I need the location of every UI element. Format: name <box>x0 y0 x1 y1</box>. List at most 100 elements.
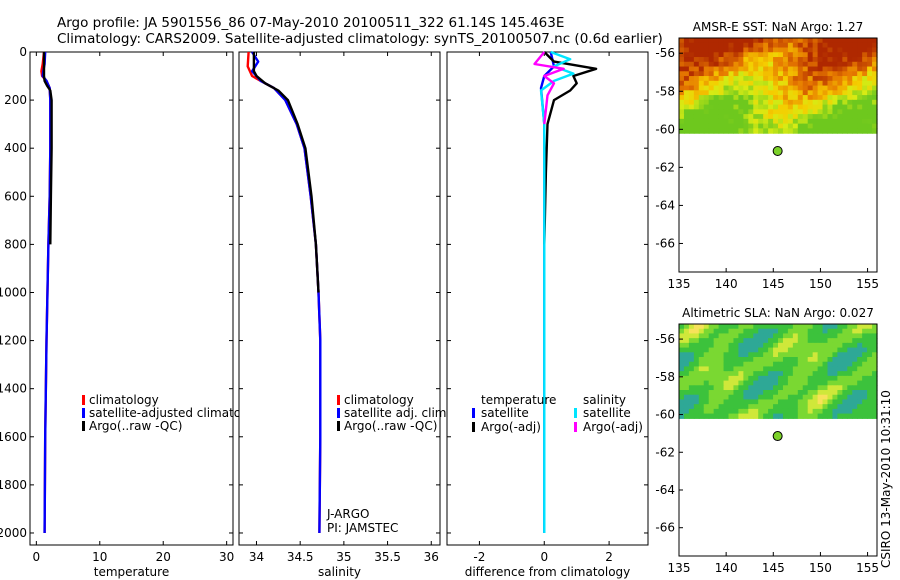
map-cell <box>763 399 769 405</box>
map-cell <box>748 104 754 110</box>
map-cell <box>778 390 784 396</box>
map-cell <box>738 66 744 72</box>
map-cell <box>733 399 739 405</box>
map-cell <box>743 366 749 372</box>
map-cell <box>778 61 784 68</box>
map-cell <box>713 366 720 372</box>
legend-swatch <box>472 408 475 418</box>
map-cell <box>738 347 744 353</box>
map-cell <box>847 114 853 120</box>
map-cell <box>733 47 739 53</box>
map-cell <box>683 80 690 87</box>
map-cell <box>782 375 789 382</box>
map-cell <box>758 408 764 415</box>
map-cell <box>768 413 774 419</box>
map-cell <box>708 333 715 339</box>
map-cell <box>738 80 744 87</box>
map-cell <box>847 399 853 405</box>
map-cell <box>723 338 730 344</box>
map-cell <box>733 390 739 396</box>
map-cell <box>852 66 858 72</box>
map-cell <box>758 80 764 87</box>
map-cell <box>787 328 794 335</box>
map-cell <box>807 361 814 368</box>
map-cell <box>679 90 685 96</box>
map-cell <box>753 385 759 391</box>
map-cell <box>832 328 838 335</box>
map-cell <box>693 66 700 72</box>
map-cell <box>738 95 744 101</box>
map-cell <box>679 76 685 82</box>
map-cell <box>817 128 824 134</box>
map-cell <box>847 90 853 96</box>
map-cell <box>758 71 764 77</box>
map-cell <box>842 109 848 115</box>
map-cell <box>827 85 834 91</box>
map-cell <box>857 408 863 415</box>
map-cell <box>857 366 863 372</box>
map-cell <box>743 328 749 335</box>
y-tick-label: 0 <box>19 45 27 59</box>
map-cell <box>743 52 749 58</box>
map-cell <box>832 114 838 120</box>
map-cell <box>822 99 829 106</box>
map-cell <box>797 85 804 91</box>
map-cell <box>743 104 749 110</box>
map-cell <box>807 399 814 405</box>
map-cell <box>763 128 769 134</box>
map-cell <box>827 333 834 339</box>
map-cell <box>679 394 685 401</box>
map-cell <box>807 408 814 415</box>
map-cell <box>872 333 878 339</box>
map-cell <box>867 61 873 68</box>
x-tick-label: 20 <box>156 550 171 564</box>
map-cell <box>738 375 744 382</box>
map-cell <box>787 71 794 77</box>
map-cell <box>807 375 814 382</box>
map-cell <box>842 366 848 372</box>
map-cell <box>847 338 853 344</box>
map-cell <box>718 85 725 91</box>
map-cell <box>713 338 720 344</box>
map-cell <box>837 38 843 44</box>
map-cell <box>778 57 784 63</box>
map-cell <box>847 42 853 49</box>
map-cell <box>832 394 838 401</box>
map-cell <box>758 390 764 396</box>
map-cell <box>822 338 829 344</box>
map-cell <box>679 328 685 335</box>
map-cell <box>708 324 715 330</box>
map-cell <box>807 394 814 401</box>
y-tick-label: 1600 <box>0 430 27 444</box>
map-cell <box>708 404 715 410</box>
x-tick-label: 145 <box>762 277 785 291</box>
map-cell <box>867 80 873 87</box>
map-cell <box>768 52 774 58</box>
map-cell <box>723 128 730 134</box>
map-cell <box>683 375 690 382</box>
map-cell <box>693 357 700 363</box>
map-cell <box>837 114 843 120</box>
map-cell <box>812 128 819 134</box>
map-cell <box>832 342 838 349</box>
map-cell <box>683 76 690 82</box>
map-cell <box>748 118 754 125</box>
map-cell <box>763 118 769 125</box>
map-frame <box>678 37 878 273</box>
map-cell <box>698 385 705 391</box>
map-cell <box>743 47 749 53</box>
map-cell <box>787 42 794 49</box>
map-cell <box>758 47 764 53</box>
map-cell <box>872 352 878 358</box>
map-cell <box>852 338 858 344</box>
map-cell <box>728 114 735 120</box>
map-cell <box>802 71 809 77</box>
map-cell <box>753 66 759 72</box>
map-cell <box>713 99 720 106</box>
map-cell <box>728 357 735 363</box>
map-cell <box>703 390 710 396</box>
map-cell <box>743 361 749 368</box>
map-cell <box>857 324 863 330</box>
map-cell <box>852 357 858 363</box>
map-cell <box>738 361 744 368</box>
